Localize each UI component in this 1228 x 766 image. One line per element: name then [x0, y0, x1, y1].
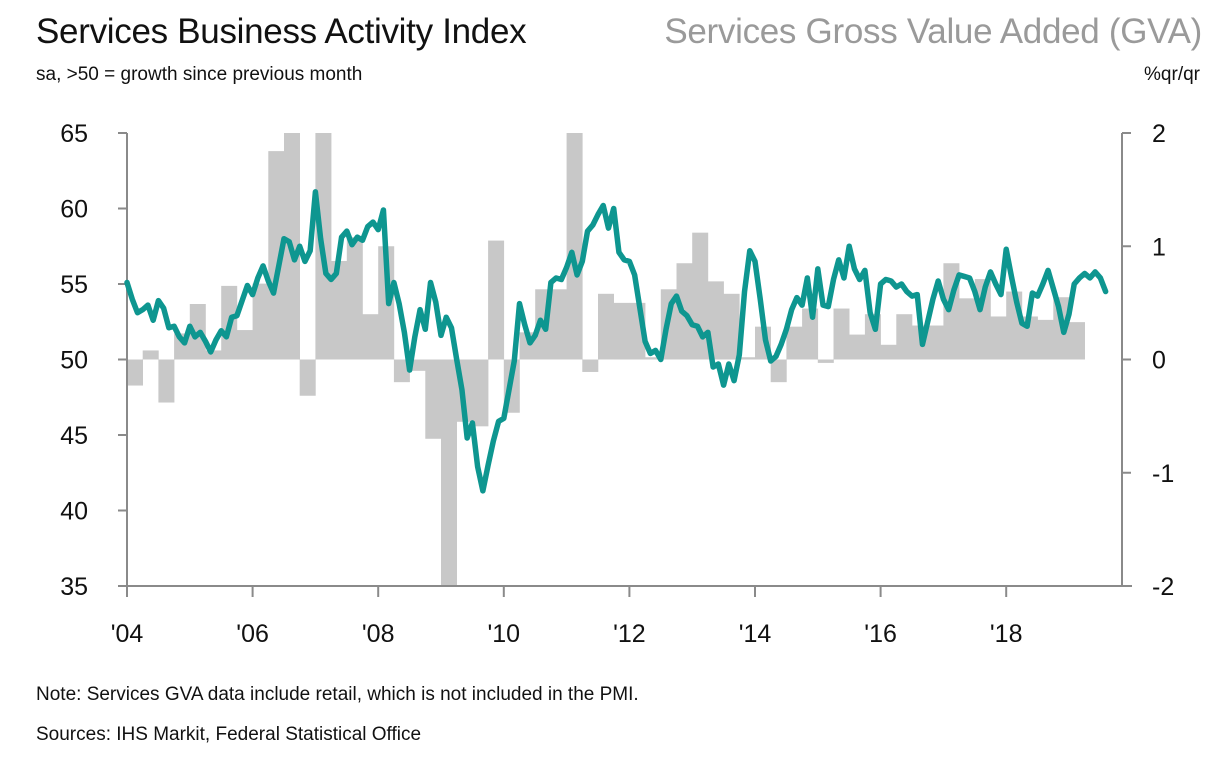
gva-bar — [739, 357, 756, 360]
gva-bar — [613, 302, 630, 360]
gva-bar — [425, 359, 442, 439]
gva-bar — [645, 357, 662, 360]
gva-bar — [1037, 319, 1054, 360]
gva-bar — [268, 151, 285, 360]
chart-title-right: Services Gross Value Added (GVA) — [664, 12, 1202, 51]
right-axis-tick-label: 2 — [1152, 120, 1166, 148]
left-axis-tick-label: 45 — [60, 422, 88, 450]
gva-bar — [299, 359, 316, 396]
x-axis-tick-label: '16 — [864, 620, 897, 648]
left-axis-tick-label: 65 — [60, 120, 88, 148]
gva-bar — [817, 359, 834, 363]
right-axis-tick-label: 1 — [1152, 233, 1166, 261]
x-axis-tick-label: '04 — [111, 620, 144, 648]
sources-note: Sources: IHS Markit, Federal Statistical… — [36, 724, 422, 745]
right-axis-unit-label: %qr/qr — [1144, 64, 1200, 85]
axes — [118, 132, 1132, 597]
gva-bar — [990, 316, 1007, 360]
left-axis-tick-label: 50 — [60, 347, 88, 375]
x-axis-tick-label: '18 — [990, 620, 1023, 648]
x-axis-tick-label: '08 — [362, 620, 395, 648]
gva-bar — [707, 281, 724, 360]
x-axis-tick-label: '14 — [739, 620, 772, 648]
x-axis-tick-label: '10 — [488, 620, 521, 648]
x-axis-tick-label: '12 — [613, 620, 646, 648]
gva-bar — [1069, 322, 1085, 360]
gva-bar — [880, 344, 897, 360]
pmi-line-layer — [124, 189, 1109, 494]
gva-bar — [927, 325, 944, 360]
gva-bar — [158, 359, 175, 403]
gva-bar — [236, 330, 253, 360]
gva-bar — [598, 293, 614, 360]
gva-bar — [252, 283, 269, 360]
gva-bar — [896, 314, 913, 360]
gva-bar — [441, 359, 457, 586]
right-axis-tick-label: -1 — [1152, 460, 1174, 488]
gva-bar — [692, 232, 709, 360]
gva-bars — [127, 133, 1085, 586]
gva-bar — [393, 359, 410, 383]
gva-bar — [331, 260, 348, 360]
gva-bar — [550, 289, 567, 360]
gva-bar — [770, 359, 787, 383]
left-axis-tick-label: 60 — [60, 196, 88, 224]
tick-labels: 35 40 45 50 55 60 65 -2 -1 0 1 2 '04 '06 '08 '10 '12 '14 '… — [60, 120, 1174, 648]
gva-bar — [802, 308, 819, 360]
gva-bar — [472, 359, 489, 427]
gva-bar — [566, 133, 583, 360]
chart-title-left: Services Business Activity Index — [36, 12, 527, 51]
gva-bar — [723, 293, 740, 360]
left-axis-tick-label: 40 — [60, 498, 88, 526]
gva-bar — [786, 326, 803, 360]
gva-bar — [409, 359, 426, 371]
footnote: Note: Services GVA data include retail, … — [36, 684, 639, 705]
pmi-line — [124, 189, 1109, 494]
right-axis-tick-label: 0 — [1152, 347, 1166, 375]
gva-bar — [346, 237, 363, 360]
left-axis-tick-label: 55 — [60, 271, 88, 299]
gva-bar — [833, 308, 850, 360]
left-axis-unit-label: sa, >50 = growth since previous month — [36, 64, 363, 85]
x-axis-tick-label: '06 — [236, 620, 269, 648]
gva-bar — [959, 298, 976, 360]
gva-bar — [127, 359, 143, 386]
left-axis-tick-label: 35 — [60, 573, 88, 601]
gva-bar — [205, 350, 222, 360]
gva-bar — [142, 350, 159, 360]
right-axis-tick-label: -2 — [1152, 573, 1174, 601]
gva-bar — [849, 334, 866, 360]
gva-bar — [488, 240, 505, 360]
gva-bar — [582, 359, 599, 372]
gva-bar — [362, 314, 379, 360]
